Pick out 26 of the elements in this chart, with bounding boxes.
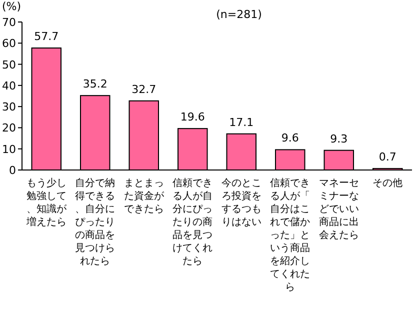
y-tick-label: 70 — [2, 16, 16, 29]
data-label: 17.1 — [229, 116, 254, 129]
x-tick-label: 自分で納得できる、自分にぴったりの商品を見つけられたら — [75, 177, 116, 267]
data-label: 0.7 — [378, 150, 396, 164]
x-tick-label: 信頼できる人が自分にぴったりの商品を見つけてくれたら — [172, 177, 213, 267]
x-tick-label: その他 — [372, 177, 403, 189]
data-label: 57.7 — [34, 30, 59, 44]
data-label: 9.3 — [330, 132, 348, 146]
y-tick-label: 10 — [2, 142, 16, 156]
y-tick-label: 50 — [2, 58, 16, 72]
chart-title: (n=281) — [216, 8, 262, 21]
data-label: 9.6 — [281, 132, 299, 145]
y-tick-label: 30 — [2, 100, 16, 114]
data-label: 32.7 — [132, 82, 156, 96]
x-tick-label: 今のところ投資をするつもりはない — [221, 177, 262, 228]
y-axis-title: (%) — [2, 0, 22, 13]
y-tick-label: 0 — [9, 164, 16, 177]
data-label: 19.6 — [180, 110, 205, 124]
y-tick-label: 60 — [2, 37, 16, 50]
data-label: 35.2 — [82, 78, 108, 91]
category-label: 信頼できる人が「自分はこれで儲かった」という商品を紹介してくれたら — [270, 178, 310, 293]
x-tick-label: マネーセミナーなどでいい商品に出会えたら — [318, 178, 359, 241]
x-tick-label: まとまった資金ができたら — [124, 178, 165, 215]
y-tick-label: 20 — [2, 122, 16, 135]
y-tick-label: 40 — [2, 79, 16, 92]
x-tick-label: もう少し勉強して、知識が増えたら — [25, 177, 68, 228]
